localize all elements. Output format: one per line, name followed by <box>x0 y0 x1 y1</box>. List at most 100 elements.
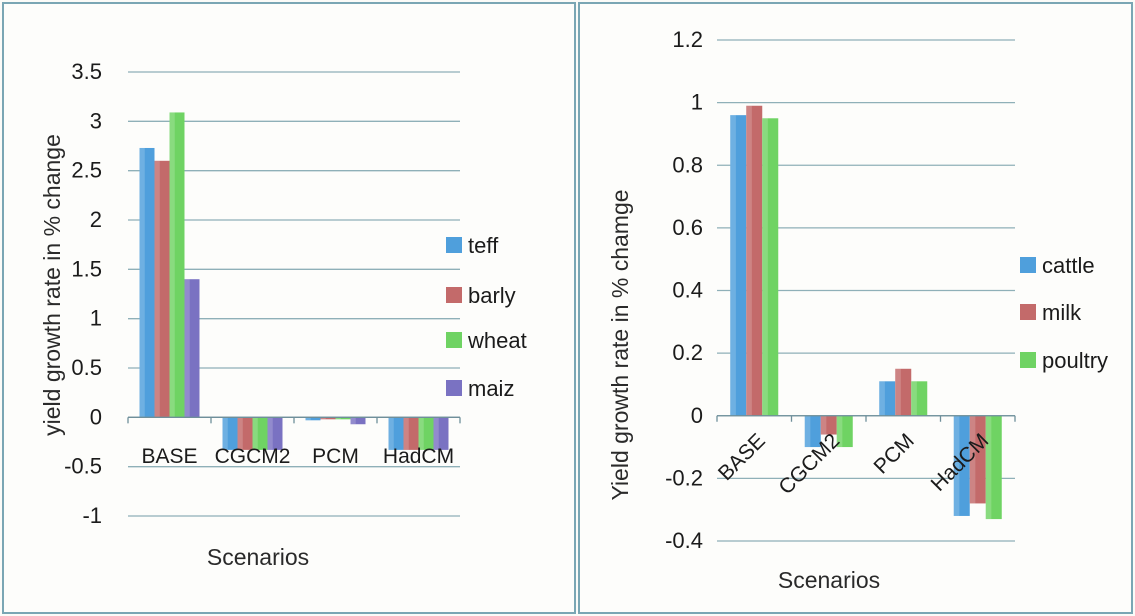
y-tick-label: 0 <box>691 403 703 428</box>
legend-label-wheat: wheat <box>467 328 527 353</box>
legend-swatch-cattle <box>1020 257 1036 273</box>
x-category-label: CGCM2 <box>215 445 291 468</box>
legend-label-cattle: cattle <box>1042 253 1095 278</box>
bar-wheat-pcm <box>335 417 351 420</box>
bar-highlight <box>746 105 752 416</box>
x-category-label: PCM <box>312 445 359 468</box>
bar-highlight <box>762 118 768 416</box>
bar-teff-pcm <box>305 417 321 421</box>
bar-poultry-hadcm <box>985 415 1002 520</box>
y-axis-label: Yield growth rate in % chamge <box>607 189 633 500</box>
bar-teff-hadcm <box>388 417 404 450</box>
bar-wheat-cgcm2 <box>252 417 268 450</box>
bar-milk-hadcm <box>969 415 986 504</box>
bar-highlight <box>305 417 311 421</box>
y-axis-ticks: -0.4 -0.2 0 0.2 0.4 0.6 0.8 1 1.2 <box>665 27 703 553</box>
bar-barly-cgcm2 <box>237 417 253 450</box>
bar-highlight <box>433 417 439 450</box>
bar-milk-pcm <box>895 368 912 416</box>
y-axis-ticks: -1 -0.5 0 0.5 1 1.5 2 2.5 3 3.5 <box>64 59 102 528</box>
legend-label-teff: teff <box>468 233 499 258</box>
y-tick-label: 1 <box>90 306 102 331</box>
bars <box>127 112 461 450</box>
bar-barly-hadcm <box>403 417 419 450</box>
bar-cattle-hadcm <box>953 415 970 516</box>
bar-milk-cgcm2 <box>820 415 837 435</box>
legend-swatch-poultry <box>1020 352 1036 368</box>
bar-highlight <box>184 279 190 418</box>
bar-cattle-pcm <box>879 381 896 416</box>
y-tick-label: 3.5 <box>71 59 102 84</box>
legend-swatch-wheat <box>446 332 462 348</box>
bar-teff-base <box>139 147 155 418</box>
bar-highlight <box>911 381 917 416</box>
bar-maiz-cgcm2 <box>267 417 283 450</box>
bar-highlight <box>139 147 145 418</box>
bar-highlight <box>335 417 341 420</box>
chart-frame <box>2 2 576 614</box>
bar-maiz-base <box>184 279 200 418</box>
bar-cattle-cgcm2 <box>804 415 821 448</box>
bar-barly-base <box>154 160 170 418</box>
bar-highlight <box>820 415 827 435</box>
legend-label-milk: milk <box>1042 300 1082 325</box>
y-tick-label: 1 <box>691 90 703 115</box>
bar-highlight <box>388 417 394 450</box>
legend-label-barly: barly <box>468 283 516 308</box>
x-category-label: BASE <box>141 445 197 468</box>
y-tick-label: -0.5 <box>64 454 102 479</box>
bar-wheat-base <box>169 112 185 418</box>
bar-poultry-cgcm2 <box>836 415 853 448</box>
bar-highlight <box>953 415 960 516</box>
bar-highlight <box>879 381 885 416</box>
y-tick-label: 2.5 <box>71 158 102 183</box>
bar-maiz-hadcm <box>433 417 449 450</box>
bar-highlight <box>985 415 992 520</box>
legend: cattle milk poultry <box>1020 253 1108 373</box>
y-tick-label: 0.6 <box>672 215 703 240</box>
bars <box>716 105 1016 520</box>
x-category-label: HadCM <box>383 445 454 468</box>
y-tick-label: 0.2 <box>672 340 703 365</box>
bar-poultry-base <box>762 118 779 416</box>
bar-highlight <box>222 417 228 450</box>
y-tick-label: 3 <box>90 108 102 133</box>
bar-highlight <box>730 115 736 416</box>
chart-frame <box>578 2 1133 614</box>
x-axis-label: Scenarios <box>207 544 309 570</box>
bar-highlight <box>969 415 976 504</box>
bar-highlight <box>237 417 243 450</box>
legend-swatch-teff <box>446 237 462 253</box>
legend-swatch-milk <box>1020 304 1036 320</box>
bar-highlight <box>267 417 273 450</box>
legend-swatch-maiz <box>446 380 462 396</box>
y-tick-label: -0.2 <box>665 465 703 490</box>
bar-highlight <box>836 415 843 448</box>
bar-highlight <box>418 417 424 450</box>
legend: teff barly wheat maiz <box>446 233 527 401</box>
bar-highlight <box>403 417 409 450</box>
bar-highlight <box>320 417 326 420</box>
y-tick-label: -1 <box>82 503 102 528</box>
chart-panel-livestock: -0.4-0.200.20.40.60.811.2 BASE CGCM2 PCM Ha… <box>578 2 1133 614</box>
y-tick-label: 0 <box>90 404 102 429</box>
y-tick-label: 0.8 <box>672 152 703 177</box>
bar-maiz-pcm <box>350 417 366 425</box>
y-tick-label: -0.4 <box>665 528 703 553</box>
bar-highlight <box>154 160 160 418</box>
bar-teff-cgcm2 <box>222 417 238 450</box>
bar-highlight <box>169 112 175 418</box>
y-tick-label: 1.2 <box>672 27 703 52</box>
legend-label-maiz: maiz <box>468 376 514 401</box>
bar-cattle-base <box>730 115 747 416</box>
bar-highlight <box>895 368 901 416</box>
x-axis-categories: BASE CGCM2 PCM HadCM <box>141 445 454 468</box>
bar-highlight <box>350 417 356 425</box>
bar-highlight <box>804 415 811 448</box>
y-tick-label: 1.5 <box>71 256 102 281</box>
legend-label-poultry: poultry <box>1042 348 1108 373</box>
y-tick-label: 2 <box>90 207 102 232</box>
y-tick-label: 0.4 <box>672 278 703 303</box>
y-tick-label: 0.5 <box>71 355 102 380</box>
